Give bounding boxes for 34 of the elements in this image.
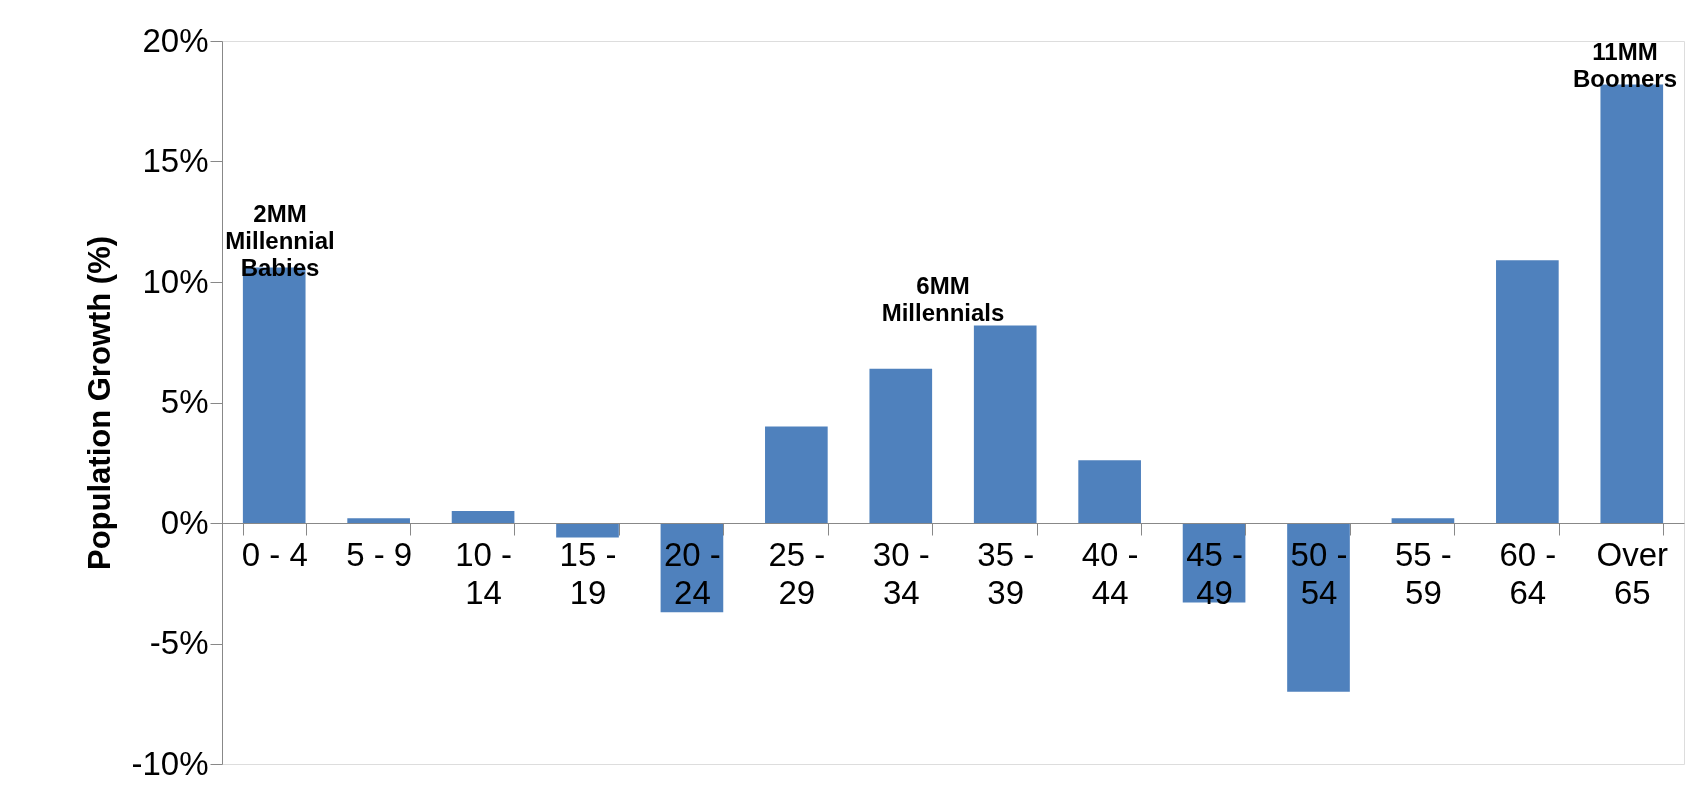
x-tick-label: Over 65 xyxy=(1596,535,1669,611)
bar xyxy=(1078,460,1141,523)
x-tick-label: 10 - 14 xyxy=(455,535,513,611)
y-tick-label: 20% xyxy=(142,21,209,59)
x-tick-label: 15 - 19 xyxy=(559,535,617,611)
y-tick-label: -5% xyxy=(149,624,209,661)
x-tick-label: 50 - 54 xyxy=(1290,535,1348,611)
x-tick-label: 30 - 34 xyxy=(872,535,930,611)
y-tick-label: 10% xyxy=(142,262,209,300)
bar xyxy=(451,510,515,523)
x-tick-label: 0 - 4 xyxy=(241,535,308,573)
x-tick-label: 20 - 24 xyxy=(663,535,721,611)
x-tick-label: 45 - 49 xyxy=(1186,535,1244,611)
x-tick-label: 40 - 44 xyxy=(1081,535,1139,611)
x-tick-label: 55 - 59 xyxy=(1394,535,1452,611)
annotation: 6MM Millennials xyxy=(881,272,1005,326)
bar xyxy=(1391,518,1455,523)
x-tick-label: 5 - 9 xyxy=(346,535,413,573)
bar xyxy=(973,325,1037,523)
x-tick-label: 35 - 39 xyxy=(977,535,1035,611)
bar xyxy=(869,368,933,523)
y-tick-label: 5% xyxy=(160,383,209,420)
x-tick-label: 25 - 29 xyxy=(768,535,826,611)
y-tick-label: 0% xyxy=(160,503,209,541)
y-tick-label: -10% xyxy=(131,744,209,782)
y-axis-title: Population Growth (%) xyxy=(82,235,118,571)
bar xyxy=(1496,260,1559,523)
y-tick-label: 15% xyxy=(142,142,209,179)
bar xyxy=(556,523,619,538)
annotation: 11MM Boomers xyxy=(1572,38,1678,92)
bar xyxy=(765,426,828,523)
bar xyxy=(1287,523,1350,692)
bar xyxy=(347,518,410,523)
x-tick-label: 60 - 64 xyxy=(1499,535,1557,611)
